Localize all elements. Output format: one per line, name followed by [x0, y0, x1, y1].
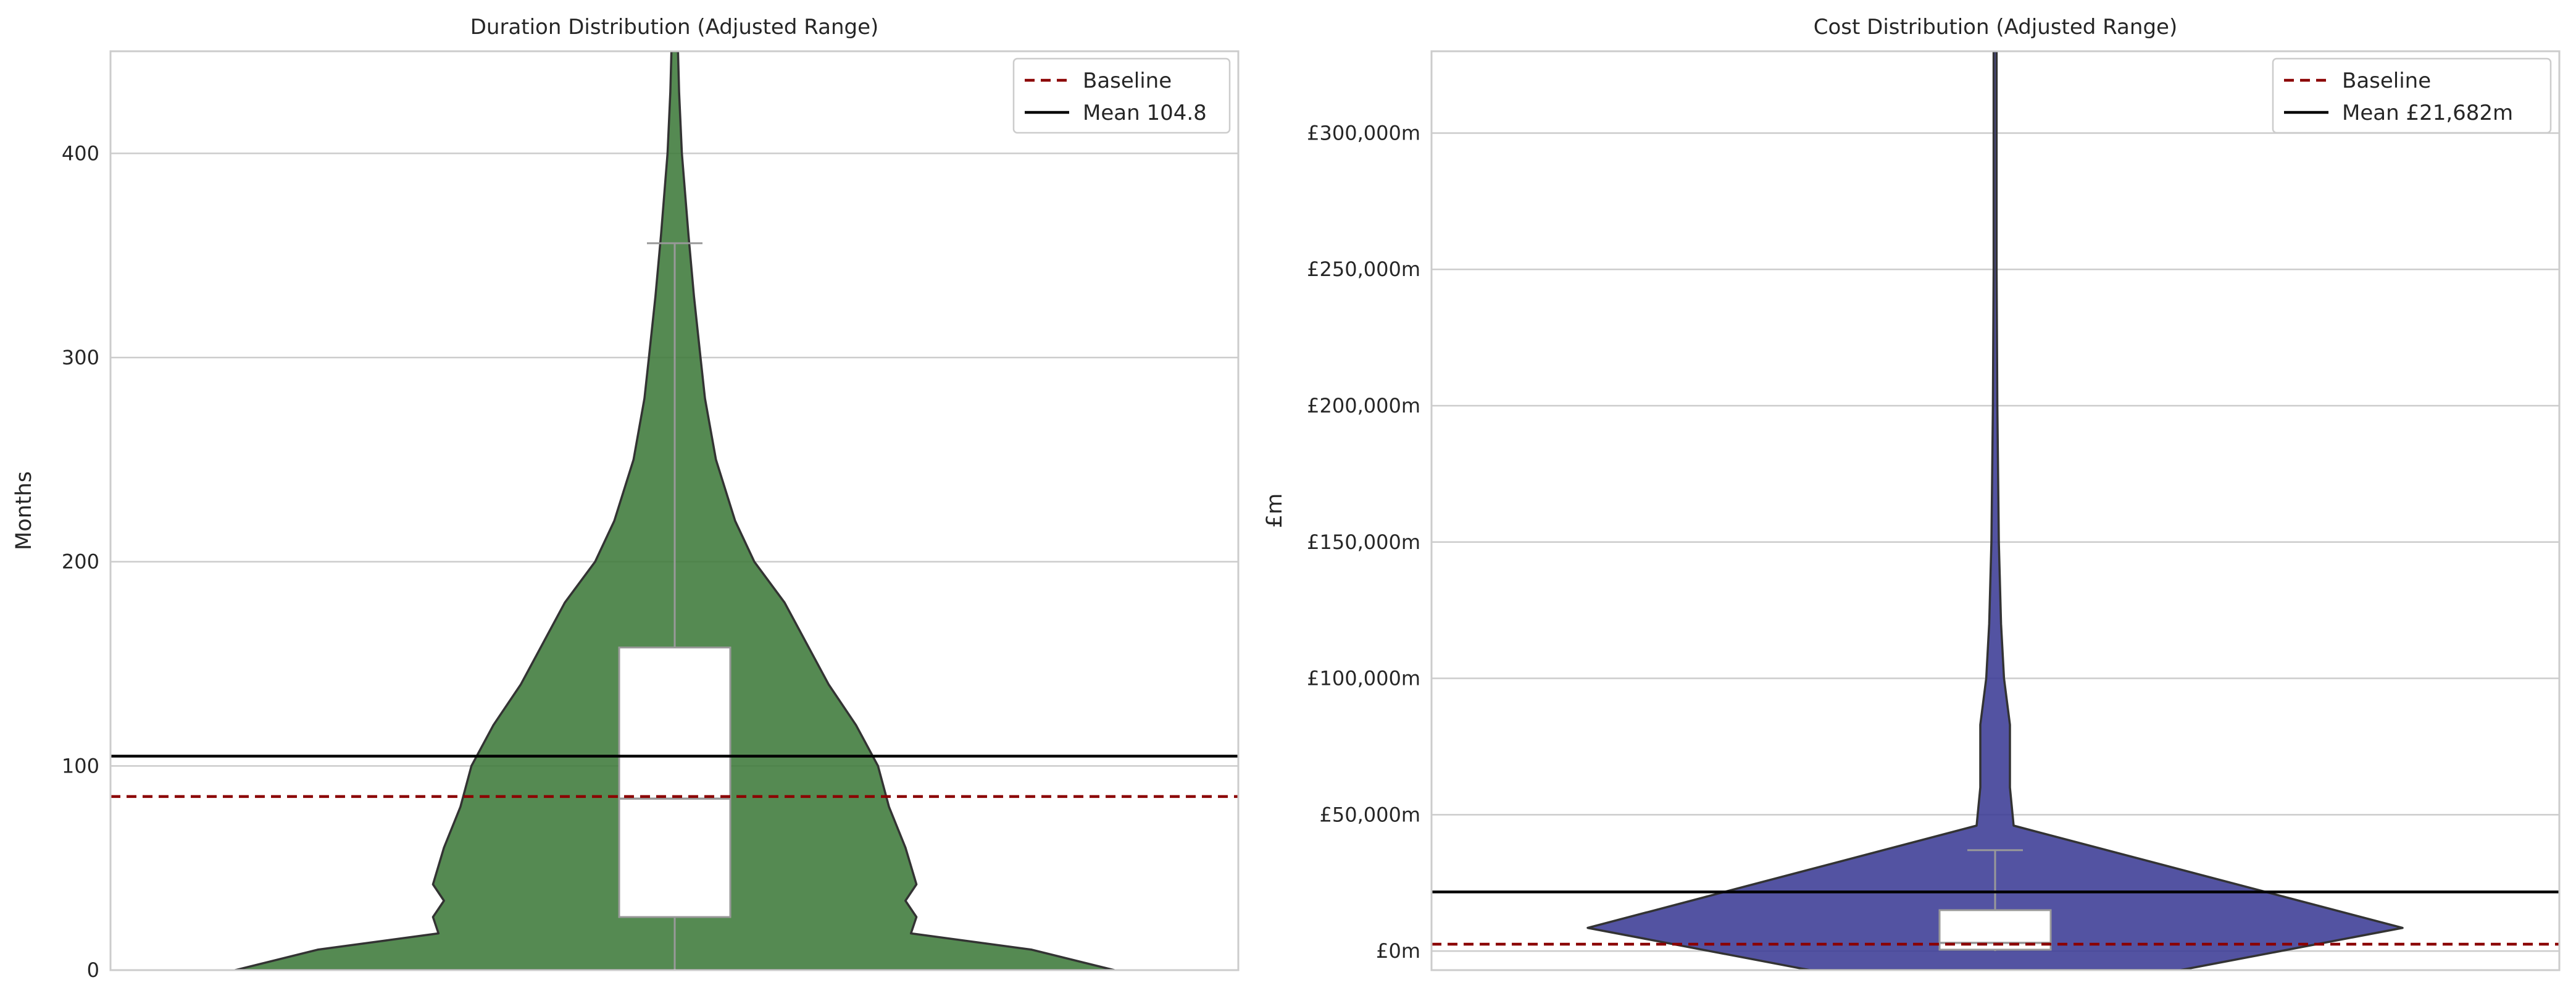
y-tick-label: £50,000m	[1320, 803, 1421, 826]
y-tick-label: £250,000m	[1307, 258, 1420, 281]
chart-panel-2: £0m £50,000m £100,000m £150,000m £200,000m £2…	[1262, 15, 2561, 971]
y-axis-label: £m	[1262, 493, 1287, 528]
violin-body	[1586, 51, 2404, 970]
y-tick-label: 300	[62, 346, 99, 369]
legend: Baseline Mean 104.8	[1012, 57, 1231, 134]
plot-area	[110, 51, 1238, 970]
chart-title: Duration Distribution (Adjusted Range)	[470, 15, 879, 40]
y-tick-label: 0	[87, 958, 99, 982]
iqr-box	[618, 647, 732, 918]
y-tick-label: 100	[62, 754, 99, 777]
y-tick-label: 400	[62, 141, 99, 165]
y-axis-label: Months	[12, 471, 36, 550]
axes-frame	[1430, 50, 2561, 971]
axes-frame	[109, 50, 1240, 971]
y-tick-label: £300,000m	[1307, 121, 1420, 144]
y-tick-label: £150,000m	[1307, 530, 1420, 554]
legend-box	[1012, 57, 1231, 134]
plot-area	[1432, 51, 2559, 970]
y-tick-label: £200,000m	[1307, 394, 1420, 417]
legend-label: Baseline	[1083, 69, 1172, 93]
chart-panel-1: 0 100 200 300 400 Duration Distribution (Adju…	[12, 15, 1240, 982]
legend: Baseline Mean £21,682m	[2272, 57, 2552, 134]
legend-label: Mean 104.8	[1083, 101, 1207, 125]
y-tick-label: £100,000m	[1307, 667, 1420, 690]
y-tick-label: 200	[62, 550, 99, 574]
legend-label: Mean £21,682m	[2342, 101, 2513, 125]
legend-box	[2272, 57, 2552, 134]
y-tick-label: £0m	[1376, 939, 1420, 963]
legend-label: Baseline	[2342, 69, 2431, 93]
chart-title: Cost Distribution (Adjusted Range)	[1814, 15, 2177, 40]
